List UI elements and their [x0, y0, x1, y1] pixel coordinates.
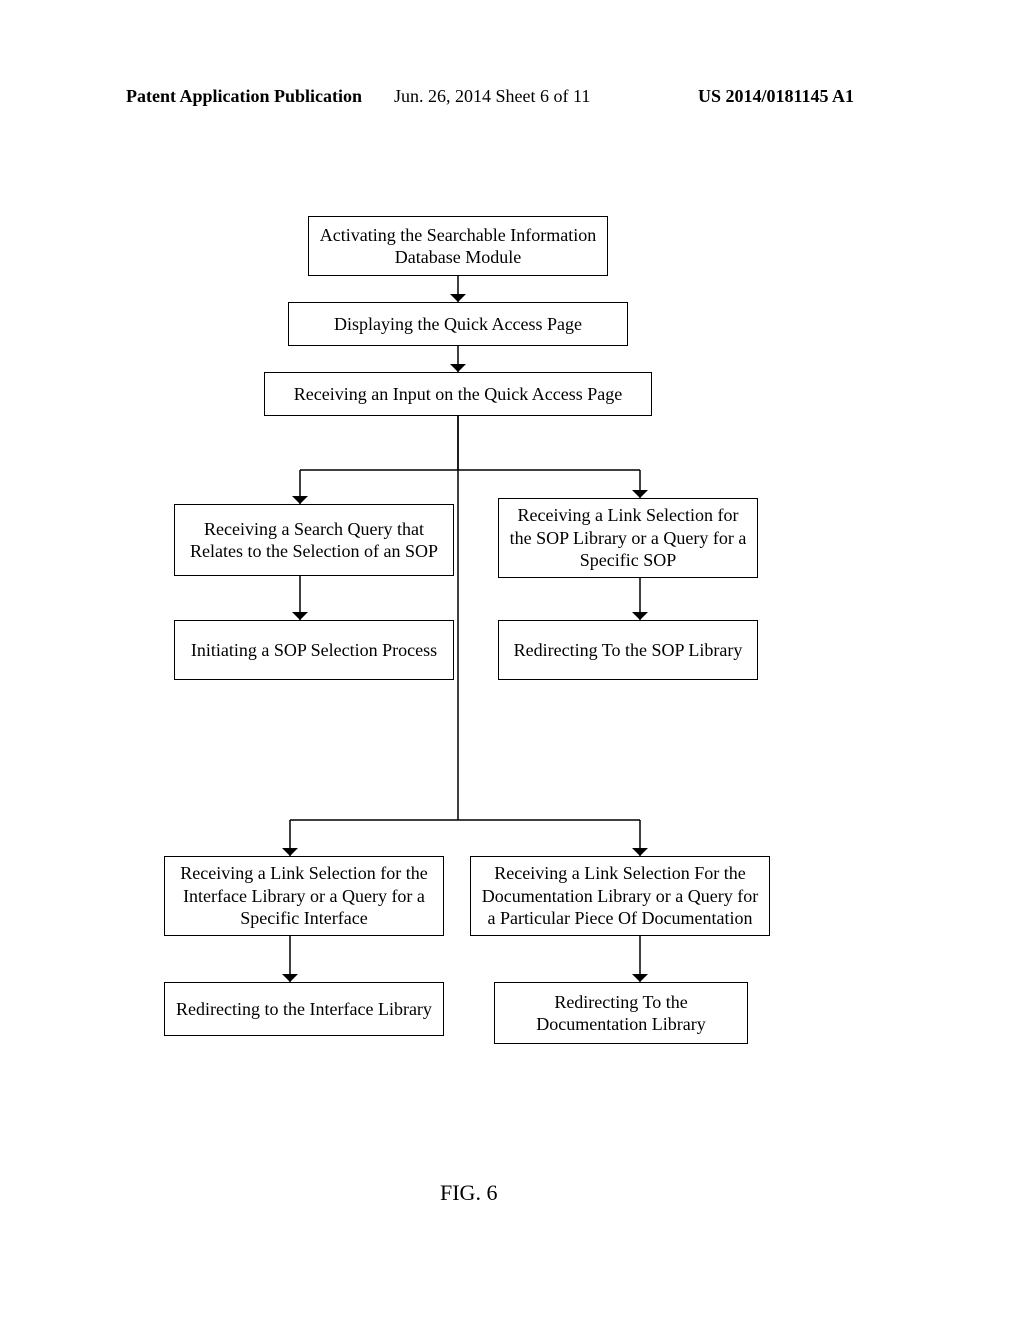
- header-right: US 2014/0181145 A1: [698, 86, 854, 107]
- figure-label: FIG. 6: [440, 1180, 497, 1206]
- flow-node-n10: Redirecting to the Interface Library: [164, 982, 444, 1036]
- header-center: Jun. 26, 2014 Sheet 6 of 11: [394, 86, 590, 107]
- flow-node-n3: Receiving an Input on the Quick Access P…: [264, 372, 652, 416]
- flow-node-n9: Receiving a Link Selection For the Docum…: [470, 856, 770, 936]
- flow-node-n11: Redirecting To the Documentation Library: [494, 982, 748, 1044]
- flow-node-n4: Receiving a Search Query that Relates to…: [174, 504, 454, 576]
- flow-node-n6: Initiating a SOP Selection Process: [174, 620, 454, 680]
- flow-node-n8: Receiving a Link Selection for the Inter…: [164, 856, 444, 936]
- flow-node-n1: Activating the Searchable Information Da…: [308, 216, 608, 276]
- header-left: Patent Application Publication: [126, 86, 362, 107]
- flow-node-n7: Redirecting To the SOP Library: [498, 620, 758, 680]
- page: Patent Application Publication Jun. 26, …: [0, 0, 1024, 1320]
- flow-node-n5: Receiving a Link Selection for the SOP L…: [498, 498, 758, 578]
- flow-node-n2: Displaying the Quick Access Page: [288, 302, 628, 346]
